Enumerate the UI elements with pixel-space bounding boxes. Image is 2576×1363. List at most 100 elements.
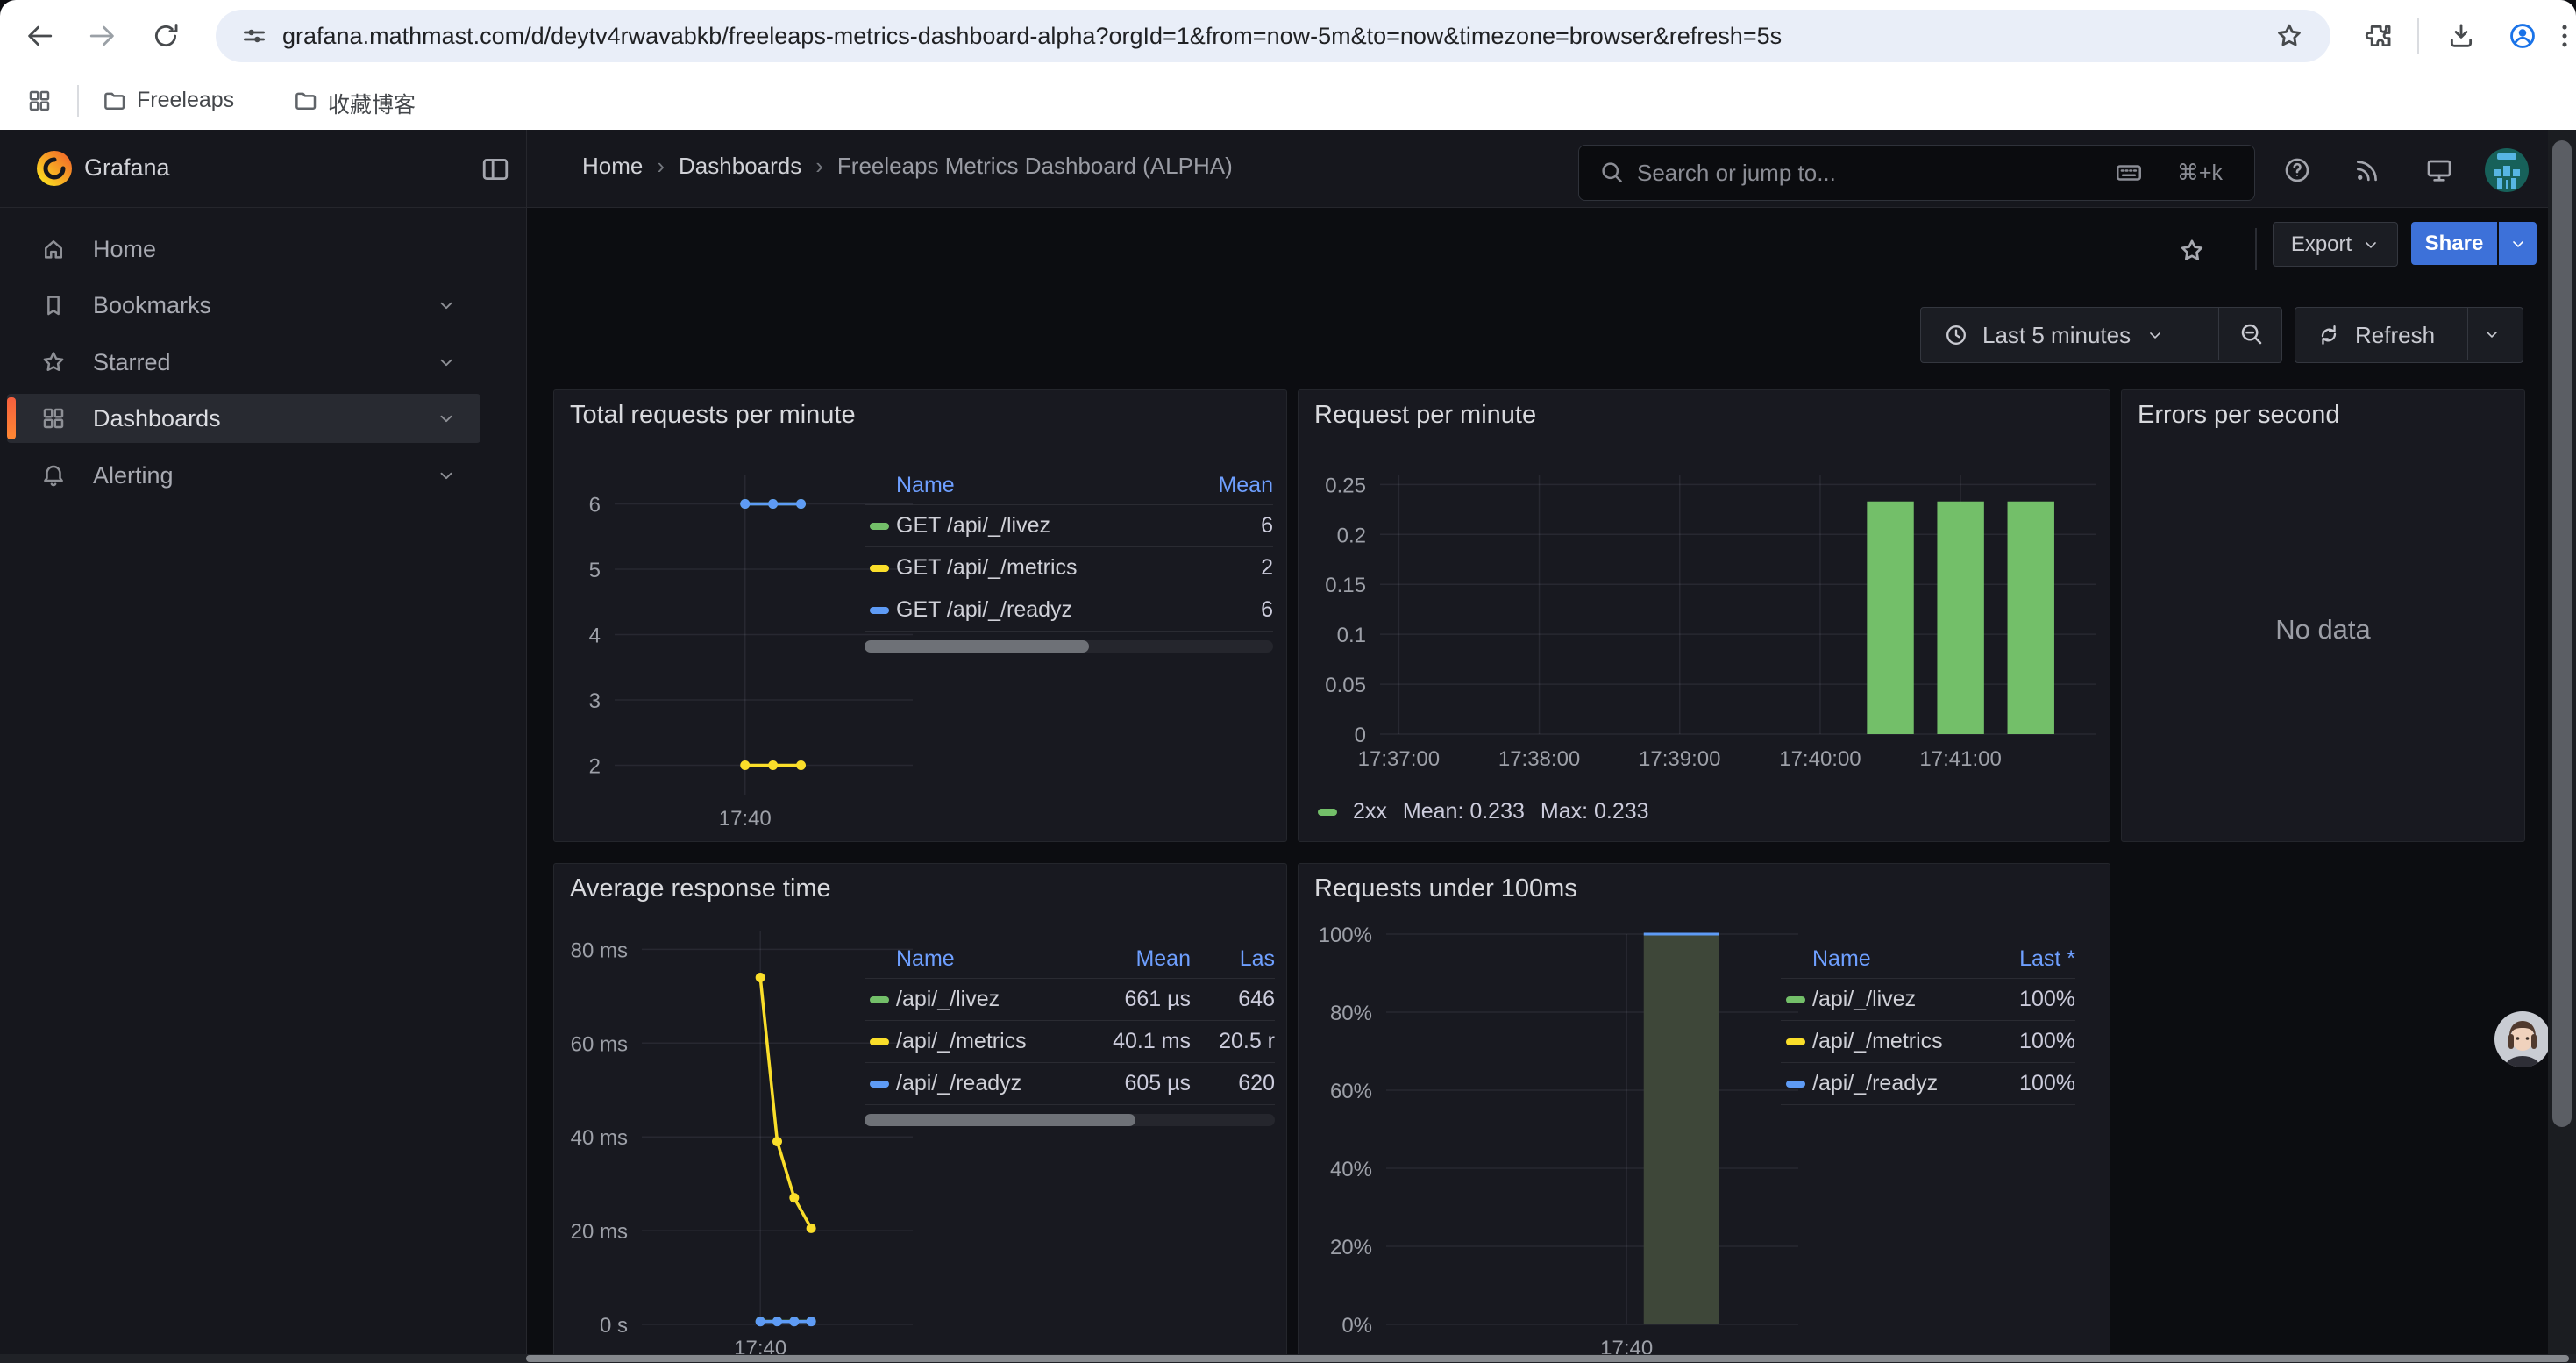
legend-column-header[interactable]: Mean bbox=[1170, 473, 1273, 498]
legend-series-name[interactable]: /api/_/metrics bbox=[1812, 1029, 1977, 1054]
export-button[interactable]: Export bbox=[2273, 222, 2398, 267]
bookmark-star-icon[interactable] bbox=[2274, 21, 2304, 51]
legend-series-value: 661 µs bbox=[1061, 987, 1191, 1012]
breadcrumb-item[interactable]: Dashboards bbox=[679, 153, 801, 180]
legend-series-name[interactable]: /api/_/readyz bbox=[896, 1071, 1061, 1096]
zoom-out-icon[interactable] bbox=[2238, 321, 2265, 347]
sidebar-item-starred[interactable]: Starred bbox=[7, 338, 480, 387]
sidebar-item-label: Bookmarks bbox=[93, 292, 211, 319]
grid-icon bbox=[40, 405, 67, 432]
menu-dots-icon[interactable] bbox=[2550, 21, 2576, 51]
time-range-label[interactable]: Last 5 minutes bbox=[1982, 322, 2131, 349]
panel-title[interactable]: Request per minute bbox=[1314, 401, 1536, 430]
bookmark-folder-blogs[interactable]: 收藏博客 bbox=[328, 88, 416, 119]
breadcrumb-separator: › bbox=[815, 153, 823, 180]
legend-series-name[interactable]: /api/_/livez bbox=[896, 987, 1061, 1012]
legend-row: GET /api/_/metrics2 bbox=[865, 546, 1273, 589]
share-dropdown-button[interactable] bbox=[2499, 222, 2537, 265]
svg-text:20%: 20% bbox=[1330, 1236, 1372, 1260]
export-label: Export bbox=[2291, 232, 2352, 257]
browser-toolbar: grafana.mathmast.com/d/deytv4rwavabkb/fr… bbox=[0, 0, 2576, 72]
request-per-minute-chart: 00.050.10.150.20.2517:37:0017:38:0017:39… bbox=[1299, 390, 2110, 841]
sidebar-toggle-icon[interactable] bbox=[480, 154, 510, 184]
favorite-star-icon[interactable] bbox=[2178, 237, 2206, 265]
series-swatch bbox=[870, 996, 889, 1003]
time-range-group: Last 5 minutes bbox=[1920, 307, 2282, 363]
chevron-down-icon[interactable] bbox=[437, 466, 456, 485]
legend-series-name[interactable]: /api/_/readyz bbox=[1812, 1071, 1977, 1096]
sidebar-item-dashboards[interactable]: Dashboards bbox=[7, 394, 480, 443]
refresh-interval-chevron[interactable] bbox=[2483, 325, 2501, 343]
bookmarks-divider bbox=[77, 85, 79, 117]
downloads-icon[interactable] bbox=[2446, 21, 2476, 51]
user-avatar[interactable] bbox=[2483, 146, 2530, 194]
svg-text:5: 5 bbox=[589, 559, 601, 582]
sidebar-item-bookmarks[interactable]: Bookmarks bbox=[7, 281, 480, 330]
legend-header: NameMeanLas bbox=[865, 939, 1275, 978]
refresh-label[interactable]: Refresh bbox=[2355, 322, 2435, 349]
reload-icon[interactable] bbox=[151, 21, 181, 51]
legend-series-name[interactable]: /api/_/metrics bbox=[896, 1029, 1061, 1054]
profile-icon[interactable] bbox=[2508, 21, 2537, 51]
legend-row: /api/_/livez661 µs646 bbox=[865, 978, 1275, 1020]
panel-title[interactable]: Total requests per minute bbox=[570, 401, 856, 430]
legend-column-header[interactable]: Mean bbox=[1061, 946, 1191, 972]
url-text[interactable]: grafana.mathmast.com/d/deytv4rwavabkb/fr… bbox=[282, 23, 2255, 50]
address-bar[interactable]: grafana.mathmast.com/d/deytv4rwavabkb/fr… bbox=[216, 10, 2330, 62]
series-swatch bbox=[1318, 809, 1337, 816]
search-input[interactable] bbox=[1635, 146, 2095, 200]
scrollbar-thumb[interactable] bbox=[2552, 140, 2572, 1127]
legend-table: NameMeanLas/api/_/livez661 µs646/api/_/m… bbox=[865, 939, 1275, 1126]
extensions-icon[interactable] bbox=[2364, 21, 2394, 51]
legend-series-name[interactable]: GET /api/_/readyz bbox=[896, 597, 1170, 623]
chevron-down-icon[interactable] bbox=[437, 409, 456, 428]
panel-title[interactable]: Requests under 100ms bbox=[1314, 874, 1577, 903]
panel-title[interactable]: Errors per second bbox=[2138, 401, 2340, 430]
series-name[interactable]: 2xx bbox=[1353, 799, 1387, 824]
sidebar-item-alerting[interactable]: Alerting bbox=[7, 451, 480, 500]
panel-title[interactable]: Average response time bbox=[570, 874, 831, 903]
legend-column-header[interactable]: Name bbox=[896, 946, 1061, 972]
scrollbar-thumb[interactable] bbox=[865, 1114, 1135, 1126]
search-box[interactable]: ⌘+k bbox=[1578, 145, 2255, 201]
scrollbar-thumb[interactable] bbox=[526, 1355, 2569, 1362]
legend-column-header[interactable]: Name bbox=[1812, 946, 1977, 972]
sidebar-item-label: Alerting bbox=[93, 462, 174, 489]
legend-series-name[interactable]: GET /api/_/metrics bbox=[896, 555, 1170, 581]
series-swatch bbox=[870, 607, 889, 614]
svg-text:0: 0 bbox=[1355, 724, 1366, 747]
svg-text:6: 6 bbox=[589, 494, 601, 517]
legend-series-value: 605 µs bbox=[1061, 1071, 1191, 1096]
chevron-down-icon[interactable] bbox=[437, 296, 456, 315]
legend-column-header[interactable]: Name bbox=[896, 473, 1170, 498]
legend-series-name[interactable]: /api/_/livez bbox=[1812, 987, 1977, 1012]
news-rss-icon[interactable] bbox=[2353, 156, 2381, 184]
legend-scrollbar[interactable] bbox=[865, 640, 1273, 653]
series-swatch bbox=[870, 1038, 889, 1045]
scrollbar-thumb[interactable] bbox=[865, 640, 1089, 653]
sidebar-item-home[interactable]: Home bbox=[7, 225, 480, 274]
tv-kiosk-icon[interactable] bbox=[2425, 156, 2453, 184]
grafana-logo[interactable] bbox=[35, 149, 74, 188]
site-settings-icon[interactable] bbox=[240, 22, 268, 50]
legend-column-header[interactable]: Last * bbox=[1977, 946, 2075, 972]
legend-series-name[interactable]: GET /api/_/livez bbox=[896, 513, 1170, 539]
help-icon[interactable] bbox=[2283, 156, 2311, 184]
forward-icon[interactable] bbox=[88, 21, 117, 51]
share-button[interactable]: Share bbox=[2411, 222, 2497, 265]
bookmark-folder-freeleaps[interactable]: Freeleaps bbox=[137, 88, 234, 113]
breadcrumb-item[interactable]: Home bbox=[582, 153, 643, 180]
svg-text:0 s: 0 s bbox=[600, 1314, 628, 1338]
legend-column-header[interactable]: Las bbox=[1191, 946, 1275, 972]
legend-header: NameMean bbox=[865, 466, 1273, 504]
legend-scrollbar[interactable] bbox=[865, 1114, 1275, 1126]
chevron-down-icon[interactable] bbox=[2146, 326, 2164, 344]
vertical-scrollbar[interactable] bbox=[2548, 130, 2576, 1363]
chevron-down-icon[interactable] bbox=[437, 353, 456, 372]
horizontal-scrollbar[interactable] bbox=[0, 1354, 2576, 1363]
apps-grid-icon[interactable] bbox=[26, 88, 53, 114]
svg-text:0.25: 0.25 bbox=[1325, 474, 1366, 497]
assistant-avatar[interactable] bbox=[2493, 1010, 2552, 1069]
back-icon[interactable] bbox=[25, 21, 54, 51]
legend-series-value: 620 bbox=[1191, 1071, 1275, 1096]
